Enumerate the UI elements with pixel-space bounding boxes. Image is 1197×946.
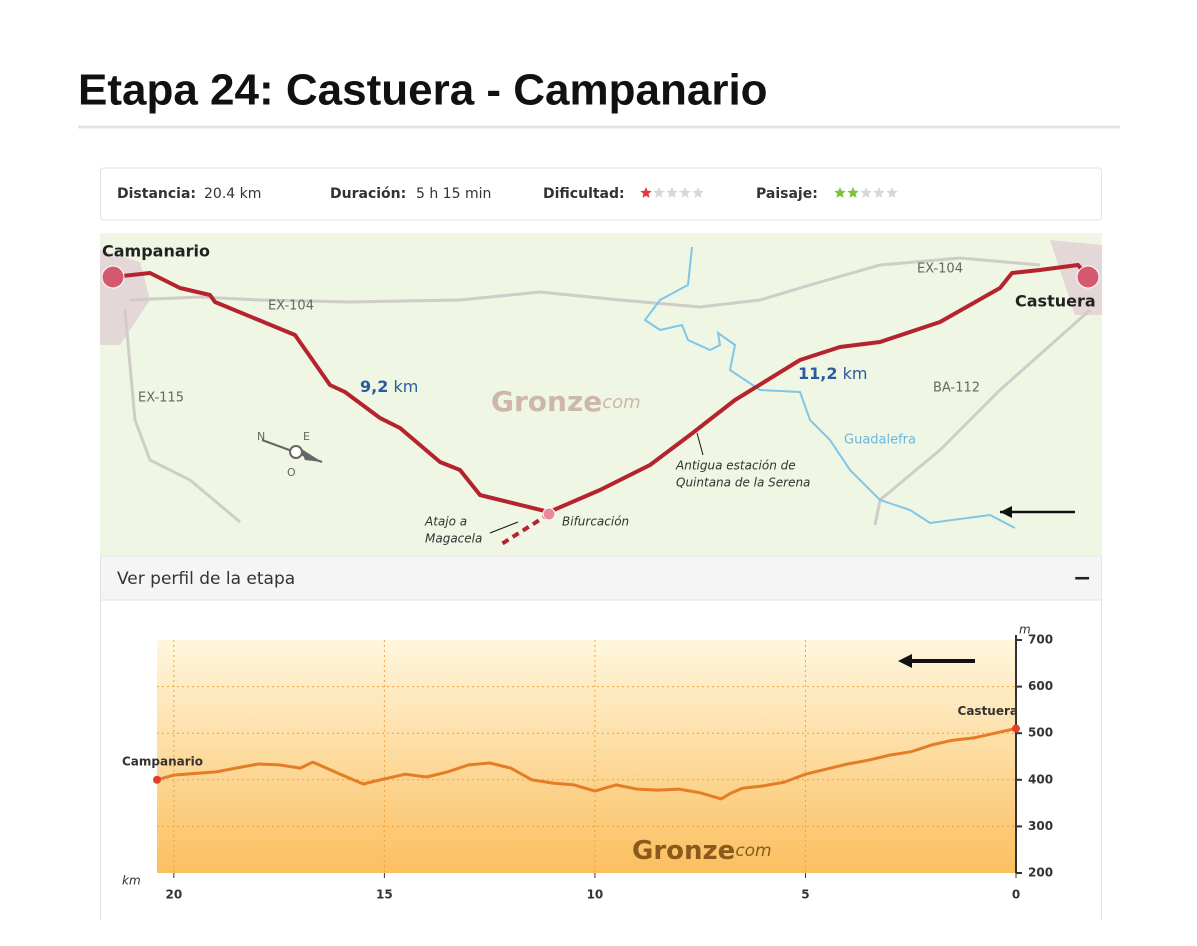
place-label: Castuera <box>1015 292 1096 311</box>
river <box>643 246 1016 529</box>
rating-star <box>640 187 652 198</box>
segment-unit: km <box>393 377 418 396</box>
junction-label: Bifurcación <box>562 515 629 529</box>
rating-star <box>834 187 846 198</box>
compass-label: O <box>287 466 296 479</box>
rating-star <box>692 187 704 198</box>
leader <box>489 521 519 534</box>
rating-star <box>679 187 691 198</box>
y-tick-label: 600 <box>1028 679 1053 693</box>
watermark-suffix: com <box>735 841 771 861</box>
plot-area <box>157 640 1016 873</box>
stat-label: Dificultad: <box>543 186 625 202</box>
segment-label: 9,2 km <box>360 377 418 396</box>
x-tick-label: 0 <box>1012 888 1020 902</box>
watermark: Gronzecom <box>491 385 641 418</box>
watermark-main: Gronze <box>632 836 735 866</box>
start-marker <box>101 265 125 289</box>
segment-unit: km <box>843 364 868 383</box>
page-title: Etapa 24: Castuera - Campanario <box>78 66 768 115</box>
station-label: Antigua estación de <box>675 459 796 473</box>
x-tick-label: 15 <box>376 888 393 902</box>
watermark: Gronzecom <box>632 836 772 866</box>
river-label: Guadalefra <box>844 433 916 448</box>
road-label: EX-104 <box>268 299 314 314</box>
y-axis-label: m <box>1019 623 1031 637</box>
accordion-toggle[interactable]: − <box>1073 566 1091 591</box>
town-area <box>1050 240 1102 315</box>
place-label: Campanario <box>102 242 210 261</box>
rating-star <box>666 187 678 198</box>
map-bg <box>100 233 1102 555</box>
watermark-main: Gronze <box>491 385 602 418</box>
compass-label: N <box>257 430 265 443</box>
watermark-suffix: com <box>602 392 640 413</box>
rating-star <box>873 187 885 198</box>
station-label: Quintana de la Serena <box>676 476 810 490</box>
compass <box>261 439 323 463</box>
road-label: BA-112 <box>933 381 980 396</box>
compass-label: E <box>303 430 310 443</box>
segment-label: 11,2 km <box>798 364 867 383</box>
elevation-line <box>156 727 1017 801</box>
end-marker <box>1076 265 1100 289</box>
arrow-head <box>1000 506 1012 518</box>
segment-value: 11,2 <box>798 364 837 383</box>
y-tick-label: 400 <box>1028 772 1053 786</box>
end-point <box>1012 724 1020 733</box>
segment-value: 9,2 <box>360 377 388 396</box>
roads <box>123 256 1091 526</box>
annotation: Campanario <box>122 754 203 768</box>
stat-label: Paisaje: <box>756 186 818 202</box>
accordion-header[interactable] <box>100 555 1102 601</box>
y-tick-label: 500 <box>1028 726 1053 740</box>
rating-star <box>653 187 665 198</box>
x-tick-label: 20 <box>165 888 182 902</box>
road-label: EX-115 <box>138 391 184 406</box>
rating-star <box>847 187 859 198</box>
shortcut-route <box>498 512 551 547</box>
y-tick-label: 200 <box>1028 866 1053 880</box>
map: Campanario Castuera EX-104 EX-104 EX-115… <box>100 233 1102 555</box>
stat-value: 5 h 15 min <box>416 186 491 202</box>
stat-value: 20.4 km <box>204 186 261 202</box>
rating-star <box>886 187 898 198</box>
annotation: Castuera <box>958 704 1018 718</box>
end-point <box>153 775 161 784</box>
rating-star <box>860 187 872 198</box>
shortcut-label: Magacela <box>425 532 482 546</box>
stat-label: Duración: <box>330 186 406 202</box>
stats-box <box>100 167 1102 221</box>
junction-marker <box>542 507 556 521</box>
accordion-title[interactable]: Ver perfil de la etapa <box>117 569 295 589</box>
road-label: EX-104 <box>917 262 963 277</box>
y-tick-label: 700 <box>1028 633 1053 647</box>
x-tick-label: 5 <box>801 888 809 902</box>
shortcut-label: Atajo a <box>424 515 467 529</box>
stat-label: Distancia: <box>117 186 196 202</box>
x-tick-label: 10 <box>587 888 604 902</box>
leader <box>696 432 704 456</box>
y-tick-label: 300 <box>1028 819 1053 833</box>
arrow-head <box>898 654 912 668</box>
x-axis-label: km <box>122 874 141 888</box>
